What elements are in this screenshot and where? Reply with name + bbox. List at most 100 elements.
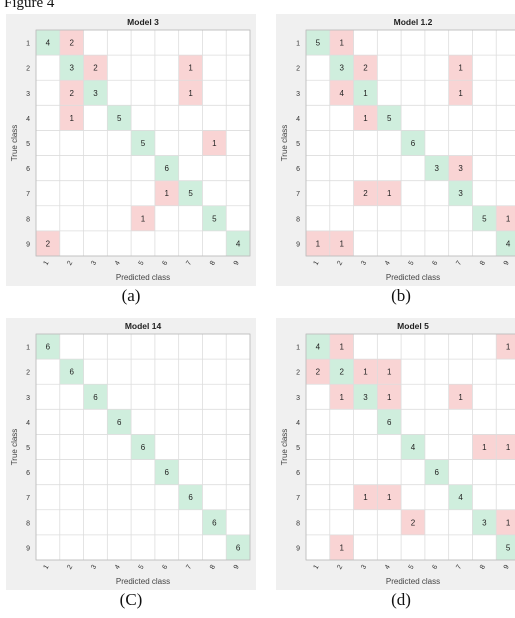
cell-value-label: 2 (363, 189, 368, 198)
cell-value-label: 1 (363, 89, 368, 98)
cell-value-label: 1 (387, 493, 392, 502)
matrix-cell (377, 484, 402, 510)
chart-title: Model 1.2 (394, 17, 433, 27)
panel-caption: (b) (391, 286, 411, 305)
y-tick-label: 8 (296, 520, 300, 527)
matrix-cell (329, 334, 354, 360)
cell-value-label: 6 (411, 139, 416, 148)
matrix-cell (226, 534, 250, 560)
cell-value-label: 1 (506, 214, 511, 223)
matrix-cell (472, 205, 497, 231)
chart-title: Model 3 (127, 17, 159, 27)
cell-value-label: 3 (435, 164, 440, 173)
panel-caption: (a) (121, 286, 141, 305)
x-tick-label: 1 (43, 564, 51, 571)
y-tick-label: 3 (26, 91, 30, 98)
matrix-cell (329, 30, 354, 56)
x-tick-label: 3 (360, 260, 368, 267)
x-tick-label: 6 (431, 260, 439, 267)
panel-caption: (d) (391, 590, 411, 609)
y-tick-label: 7 (296, 495, 300, 502)
matrix-cell (353, 80, 378, 106)
cell-value-label: 3 (339, 64, 344, 73)
x-tick-label: 4 (114, 260, 122, 267)
cell-value-label: 1 (316, 239, 321, 248)
y-tick-label: 7 (26, 191, 30, 198)
cell-value-label: 4 (236, 239, 241, 248)
matrix-cell (329, 534, 354, 560)
matrix-cell (178, 80, 203, 106)
x-tick-label: 2 (336, 260, 344, 267)
cell-value-label: 1 (212, 139, 217, 148)
matrix-cell (377, 409, 402, 435)
x-tick-label: 9 (233, 564, 241, 571)
y-tick-label: 1 (296, 41, 300, 48)
matrix-cell (202, 509, 227, 535)
cell-value-label: 1 (458, 64, 463, 73)
matrix-cell (448, 55, 473, 81)
y-tick-label: 1 (296, 345, 300, 352)
x-tick-label: 7 (185, 260, 193, 267)
y-tick-label: 7 (26, 495, 30, 502)
confusion-matrix-d: Model 54 1 12 2 1 11 3 1 164 1 161 1 42 3 11 5123456789… (280, 321, 515, 586)
matrix-cell (36, 230, 60, 256)
matrix-cell (353, 384, 378, 410)
matrix-cell (226, 230, 250, 256)
cell-value-label: 6 (236, 543, 241, 552)
y-tick-label: 5 (26, 445, 30, 452)
x-tick-label: 9 (233, 260, 241, 267)
cell-value-label: 1 (506, 443, 511, 452)
matrix-cell (202, 205, 227, 231)
cell-value-label: 1 (339, 393, 344, 402)
matrix-cell (329, 384, 354, 410)
matrix-cell (496, 205, 515, 231)
y-tick-label: 5 (296, 445, 300, 452)
cell-value-label: 4 (411, 443, 416, 452)
x-tick-label: 8 (209, 260, 217, 267)
x-tick-label: 7 (455, 260, 463, 267)
cell-value-label: 6 (46, 343, 51, 352)
cell-value-label: 1 (458, 89, 463, 98)
x-tick-label: 4 (384, 260, 392, 267)
cell-value-label: 1 (506, 518, 511, 527)
y-axis-label: True class (280, 125, 289, 162)
x-tick-label: 5 (138, 564, 146, 571)
matrix-cell (472, 509, 497, 535)
x-tick-label: 1 (43, 260, 51, 267)
matrix-cell (496, 509, 515, 535)
matrix-cell (131, 205, 155, 231)
y-axis-label: True class (10, 125, 19, 162)
plot-border (35, 29, 251, 257)
matrix-cell (496, 434, 515, 460)
matrix-cell (306, 359, 330, 385)
matrix-cell (59, 55, 84, 81)
matrix-cell (401, 509, 425, 535)
cell-value-label: 6 (69, 368, 74, 377)
matrix-cell (377, 105, 402, 131)
cell-value-label: 1 (141, 214, 146, 223)
cell-value-label: 2 (69, 39, 74, 48)
cell-value-label: 2 (339, 368, 344, 377)
cell-value-label: 4 (316, 343, 321, 352)
matrix-cell (424, 155, 449, 181)
matrix-cell (59, 30, 84, 56)
cell-value-label: 5 (117, 114, 122, 123)
matrix-cell (424, 459, 449, 485)
matrix-cell (353, 105, 378, 131)
x-tick-label: 5 (138, 260, 146, 267)
matrix-cell (131, 130, 155, 156)
matrix-cell (353, 55, 378, 81)
confusion-matrix-panel-c: Model 14 6 6 6 6 6 6 6 6 6 1 2 3 4 5 6 7 8 9 1 2 3 4 5 6 7 8 9 Predi… (6, 318, 264, 609)
matrix-cell (306, 230, 330, 256)
x-axis-label: Predicted class (386, 273, 440, 282)
confusion-matrix-panel-a: Model 3 4 2 3 2 1 2 3 1 1 5 5 1 6 1 5 1 5 2 4 1 2 3 4 5 6 7 8 9 1 2 3 4 5… (6, 14, 264, 305)
cell-value-label: 1 (387, 368, 392, 377)
y-tick-label: 6 (296, 470, 300, 477)
cell-value-label: 3 (482, 518, 487, 527)
cell-value-label: 6 (387, 418, 392, 427)
matrix-cell (83, 80, 108, 106)
cell-value-label: 6 (188, 493, 193, 502)
x-tick-label: 2 (66, 564, 74, 571)
x-axis-label: Predicted class (116, 577, 170, 586)
cell-value-label: 1 (188, 64, 193, 73)
